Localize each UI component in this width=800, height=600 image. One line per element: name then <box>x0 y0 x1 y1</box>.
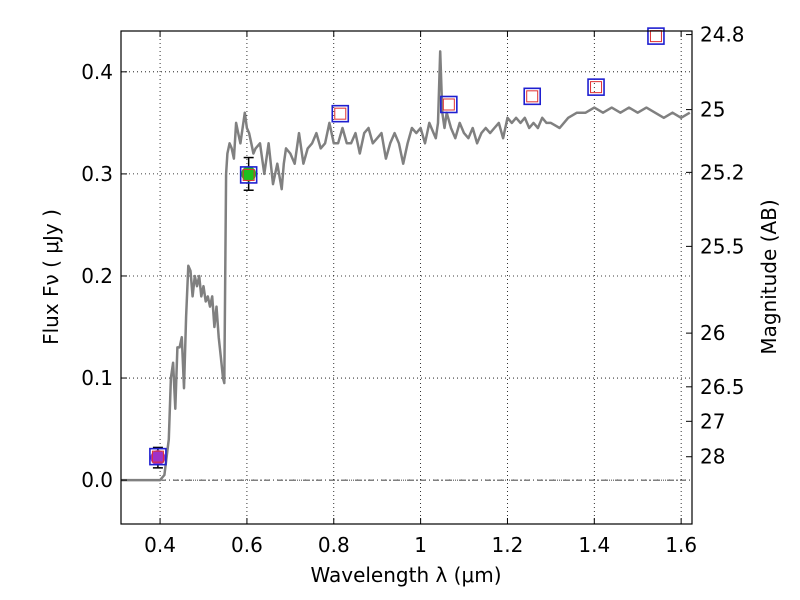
y-tick-label: 0.2 <box>81 264 113 288</box>
x-tick-label: 1.4 <box>578 533 610 557</box>
right-tick-label: 25.2 <box>700 160 745 184</box>
model-photometry-square <box>149 447 167 466</box>
y-tick-label: 0.4 <box>81 60 113 84</box>
y-tick-label: 0.1 <box>81 366 113 390</box>
detection-point <box>241 166 257 182</box>
right-tick-label: 24.8 <box>700 23 745 47</box>
model-photometry-square <box>331 104 350 123</box>
model-photometry-square <box>647 27 665 45</box>
right-tick-label: 27 <box>700 409 725 433</box>
x-tick-label: 1 <box>414 533 427 557</box>
model-photometry-inner-square <box>442 98 455 111</box>
plot-frame <box>120 30 693 525</box>
right-tick-label: 26.5 <box>700 375 745 399</box>
model-photometry-inner-square <box>590 81 603 94</box>
right-axis-title: Magnitude (AB) <box>757 199 781 354</box>
model-sed-curve <box>121 50 691 482</box>
axis-ticks: 0.4 0.6 0.8 1 1.2 1.4 1.6 0.0 0.1 0.2 0.3 0.4 24.8 25… <box>81 23 744 557</box>
right-tick-label: 25.5 <box>700 234 745 258</box>
model-photometry-square <box>239 166 258 184</box>
x-tick-label: 0.4 <box>144 533 176 557</box>
model-photometry-square <box>440 95 458 114</box>
x-tick-label: 0.8 <box>318 533 350 557</box>
y-tick-label: 0.3 <box>81 162 113 186</box>
photometry-points <box>149 27 665 469</box>
model-sed-line <box>121 50 691 482</box>
right-tick-label: 26 <box>700 321 725 345</box>
model-photometry-inner-square <box>242 168 255 181</box>
model-photometry-inner-square <box>334 107 347 120</box>
x-tick-label: 1.2 <box>492 533 524 557</box>
right-tick-label: 28 <box>700 445 725 469</box>
x-tick-label: 0.6 <box>231 533 263 557</box>
x-axis-title: Wavelength λ (μm) <box>310 563 501 587</box>
model-photometry-inner-square <box>526 90 539 103</box>
model-photometry-square <box>523 87 542 106</box>
model-photometry-square <box>587 78 605 96</box>
y-axis-title-group: Flux Fν ( μJy ) <box>39 209 63 345</box>
y-tick-label: 0.0 <box>81 468 113 492</box>
x-tick-label: 1.6 <box>665 533 697 557</box>
y-axis-title: Flux Fν ( μJy ) <box>39 209 63 345</box>
right-tick-label: 25 <box>700 98 725 122</box>
detection-point <box>150 450 166 466</box>
model-photometry-inner-square <box>151 450 164 463</box>
